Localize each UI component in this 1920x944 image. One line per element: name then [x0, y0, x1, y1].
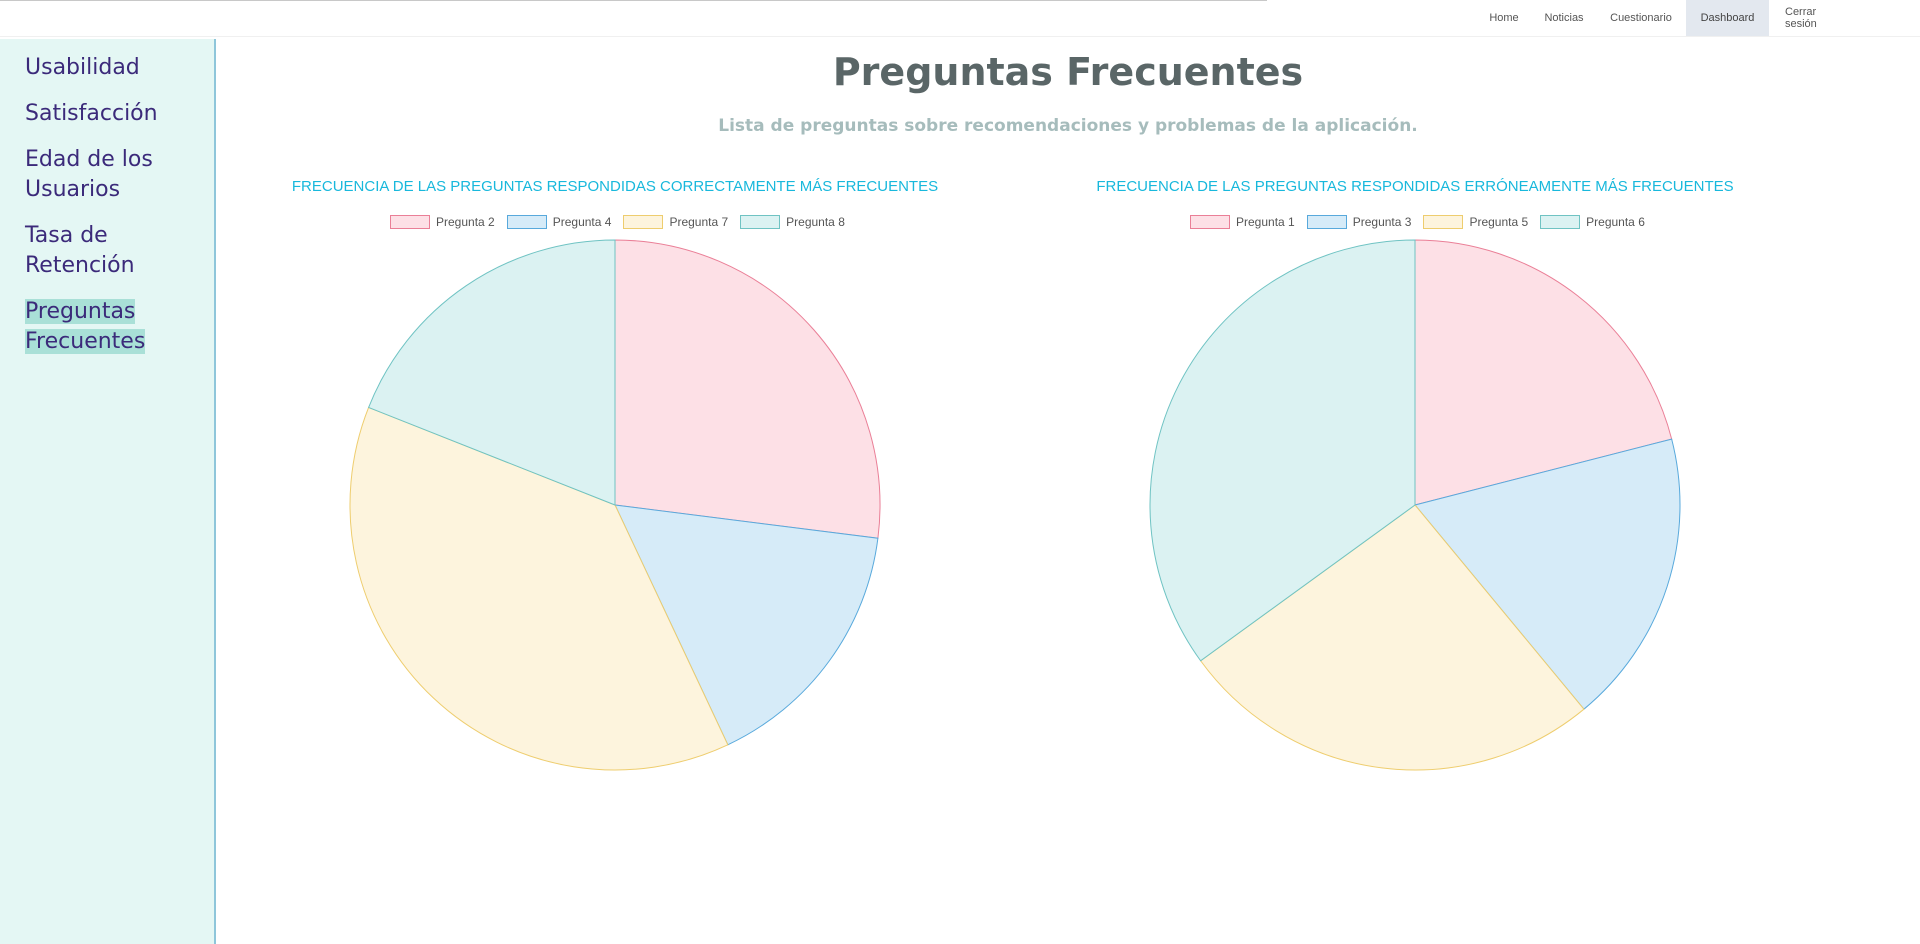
legend-label: Pregunta 8	[786, 215, 845, 229]
chart-legend-correct: Pregunta 2 Pregunta 4 Pregunta 7 Pregunta 8	[390, 215, 857, 229]
legend-label: Pregunta 1	[1236, 215, 1295, 229]
legend-label: Pregunta 6	[1586, 215, 1645, 229]
sidebar-item-usabilidad[interactable]: Usabilidad	[25, 53, 205, 83]
legend-label: Pregunta 4	[552, 215, 612, 229]
pie-chart-correct	[349, 239, 881, 771]
chart-title-wrong: FRECUENCIA DE LAS PREGUNTAS RESPONDIDAS …	[1096, 178, 1734, 195]
sidebar-item-label: Edad de los Usuarios	[25, 147, 153, 202]
pie-slice-pregunta-5[interactable]	[1199, 504, 1585, 771]
pie-slice-pregunta-1[interactable]	[1414, 239, 1673, 506]
pie-chart-wrong	[1149, 239, 1681, 771]
legend-swatch	[1540, 215, 1581, 229]
sidebar-item-label: Tasa de Retención	[25, 223, 135, 278]
legend-swatch	[506, 215, 547, 229]
page-subtitle: Lista de preguntas sobre recomendaciones…	[718, 116, 1418, 136]
sidebar-item-label: Preguntas Frecuentes	[25, 299, 146, 354]
nav-cuestionario[interactable]: Cuestionario	[1610, 12, 1672, 24]
legend-swatch	[1423, 215, 1464, 229]
legend-item[interactable]: Pregunta 8	[740, 215, 845, 229]
legend-item[interactable]: Pregunta 1	[1190, 215, 1295, 229]
legend-label: Pregunta 3	[1352, 215, 1412, 229]
pie-slice-pregunta-6[interactable]	[1149, 239, 1416, 662]
nav-home[interactable]: Home	[1489, 12, 1519, 24]
pie-slice-pregunta-4[interactable]	[614, 504, 879, 746]
sidebar-item-preguntas-frecuentes[interactable]: Preguntas Frecuentes	[25, 297, 205, 357]
pie-slice-pregunta-8[interactable]	[367, 239, 616, 506]
nav-menu: Home Noticias Cuestionario Dashboard Cer…	[1476, 0, 1920, 36]
legend-label: Pregunta 7	[669, 215, 729, 229]
nav-dashboard[interactable]: Dashboard	[1686, 0, 1769, 36]
nav-cerrar-sesion[interactable]: Cerrar sesión	[1785, 6, 1817, 30]
sidebar-item-edad-usuarios[interactable]: Edad de los Usuarios	[25, 145, 205, 205]
sidebar-item-label: Usabilidad	[25, 55, 140, 80]
legend-item[interactable]: Pregunta 7	[623, 215, 728, 229]
legend-item[interactable]: Pregunta 2	[390, 215, 495, 229]
chart-legend-wrong: Pregunta 1 Pregunta 3 Pregunta 5 Pregunta 6	[1190, 215, 1657, 229]
legend-item[interactable]: Pregunta 4	[506, 215, 612, 229]
legend-swatch	[623, 215, 664, 229]
sidebar-item-satisfaccion[interactable]: Satisfacción	[25, 99, 205, 129]
chart-title-correct: FRECUENCIA DE LAS PREGUNTAS RESPONDIDAS …	[291, 178, 939, 195]
legend-item[interactable]: Pregunta 5	[1423, 215, 1528, 229]
legend-swatch	[740, 215, 781, 229]
legend-label: Pregunta 5	[1469, 215, 1529, 229]
legend-label: Pregunta 2	[436, 215, 495, 229]
sidebar-item-label: Satisfacción	[25, 101, 158, 126]
sidebar: Usabilidad Satisfacción Edad de los Usua…	[0, 39, 216, 944]
legend-item[interactable]: Pregunta 3	[1306, 215, 1412, 229]
top-divider	[0, 0, 1267, 1]
pie-slice-pregunta-3[interactable]	[1414, 438, 1681, 710]
pie-slice-pregunta-7[interactable]	[349, 406, 729, 771]
nav-noticias[interactable]: Noticias	[1544, 12, 1584, 24]
pie-slice-pregunta-2[interactable]	[614, 239, 881, 539]
page-title: Preguntas Frecuentes	[832, 50, 1304, 94]
nav-spacer	[1865, 0, 1920, 36]
top-navbar: Home Noticias Cuestionario Dashboard Cer…	[0, 0, 1920, 37]
legend-item[interactable]: Pregunta 6	[1540, 215, 1645, 229]
legend-swatch	[390, 215, 430, 229]
legend-swatch	[1190, 215, 1230, 229]
sidebar-item-tasa-retencion[interactable]: Tasa de Retención	[25, 221, 205, 281]
legend-swatch	[1306, 215, 1347, 229]
